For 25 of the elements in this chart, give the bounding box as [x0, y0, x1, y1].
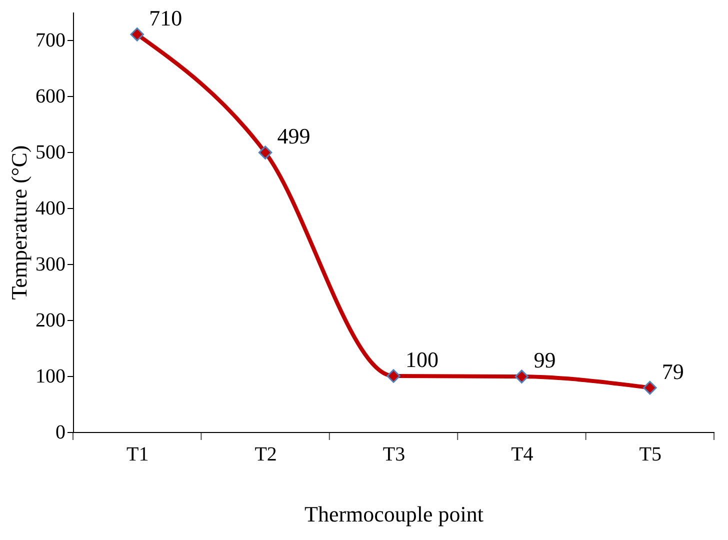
- data-label: 99: [534, 348, 556, 373]
- data-label: 499: [277, 124, 310, 149]
- x-tick-label: T3: [382, 444, 406, 466]
- point: [258, 146, 272, 160]
- data-label: 100: [406, 347, 438, 372]
- y-tick-label: 600: [36, 86, 66, 108]
- y-tick-label: 300: [36, 254, 66, 276]
- x-tick-label: T1: [126, 444, 149, 466]
- y-tick-label: 100: [36, 366, 66, 388]
- y-tick-label: 700: [36, 30, 66, 52]
- y-axis-title: Temperature (°C): [6, 145, 32, 300]
- y-tick-label: 0: [56, 422, 66, 444]
- x-axis-title: Thermocouple point: [304, 502, 484, 526]
- y-tick-label: 500: [36, 142, 66, 164]
- point: [643, 380, 657, 395]
- data-label: 710: [149, 5, 182, 30]
- point: [386, 369, 400, 383]
- x-tick-label: T5: [639, 444, 662, 466]
- x-tick-label: T2: [254, 444, 277, 466]
- y-tick-label: 400: [36, 198, 66, 220]
- point: [130, 28, 144, 42]
- point: [514, 370, 529, 384]
- x-tick-label: T4: [511, 444, 534, 466]
- data-label: 79: [662, 358, 684, 384]
- y-tick-label: 200: [36, 310, 66, 332]
